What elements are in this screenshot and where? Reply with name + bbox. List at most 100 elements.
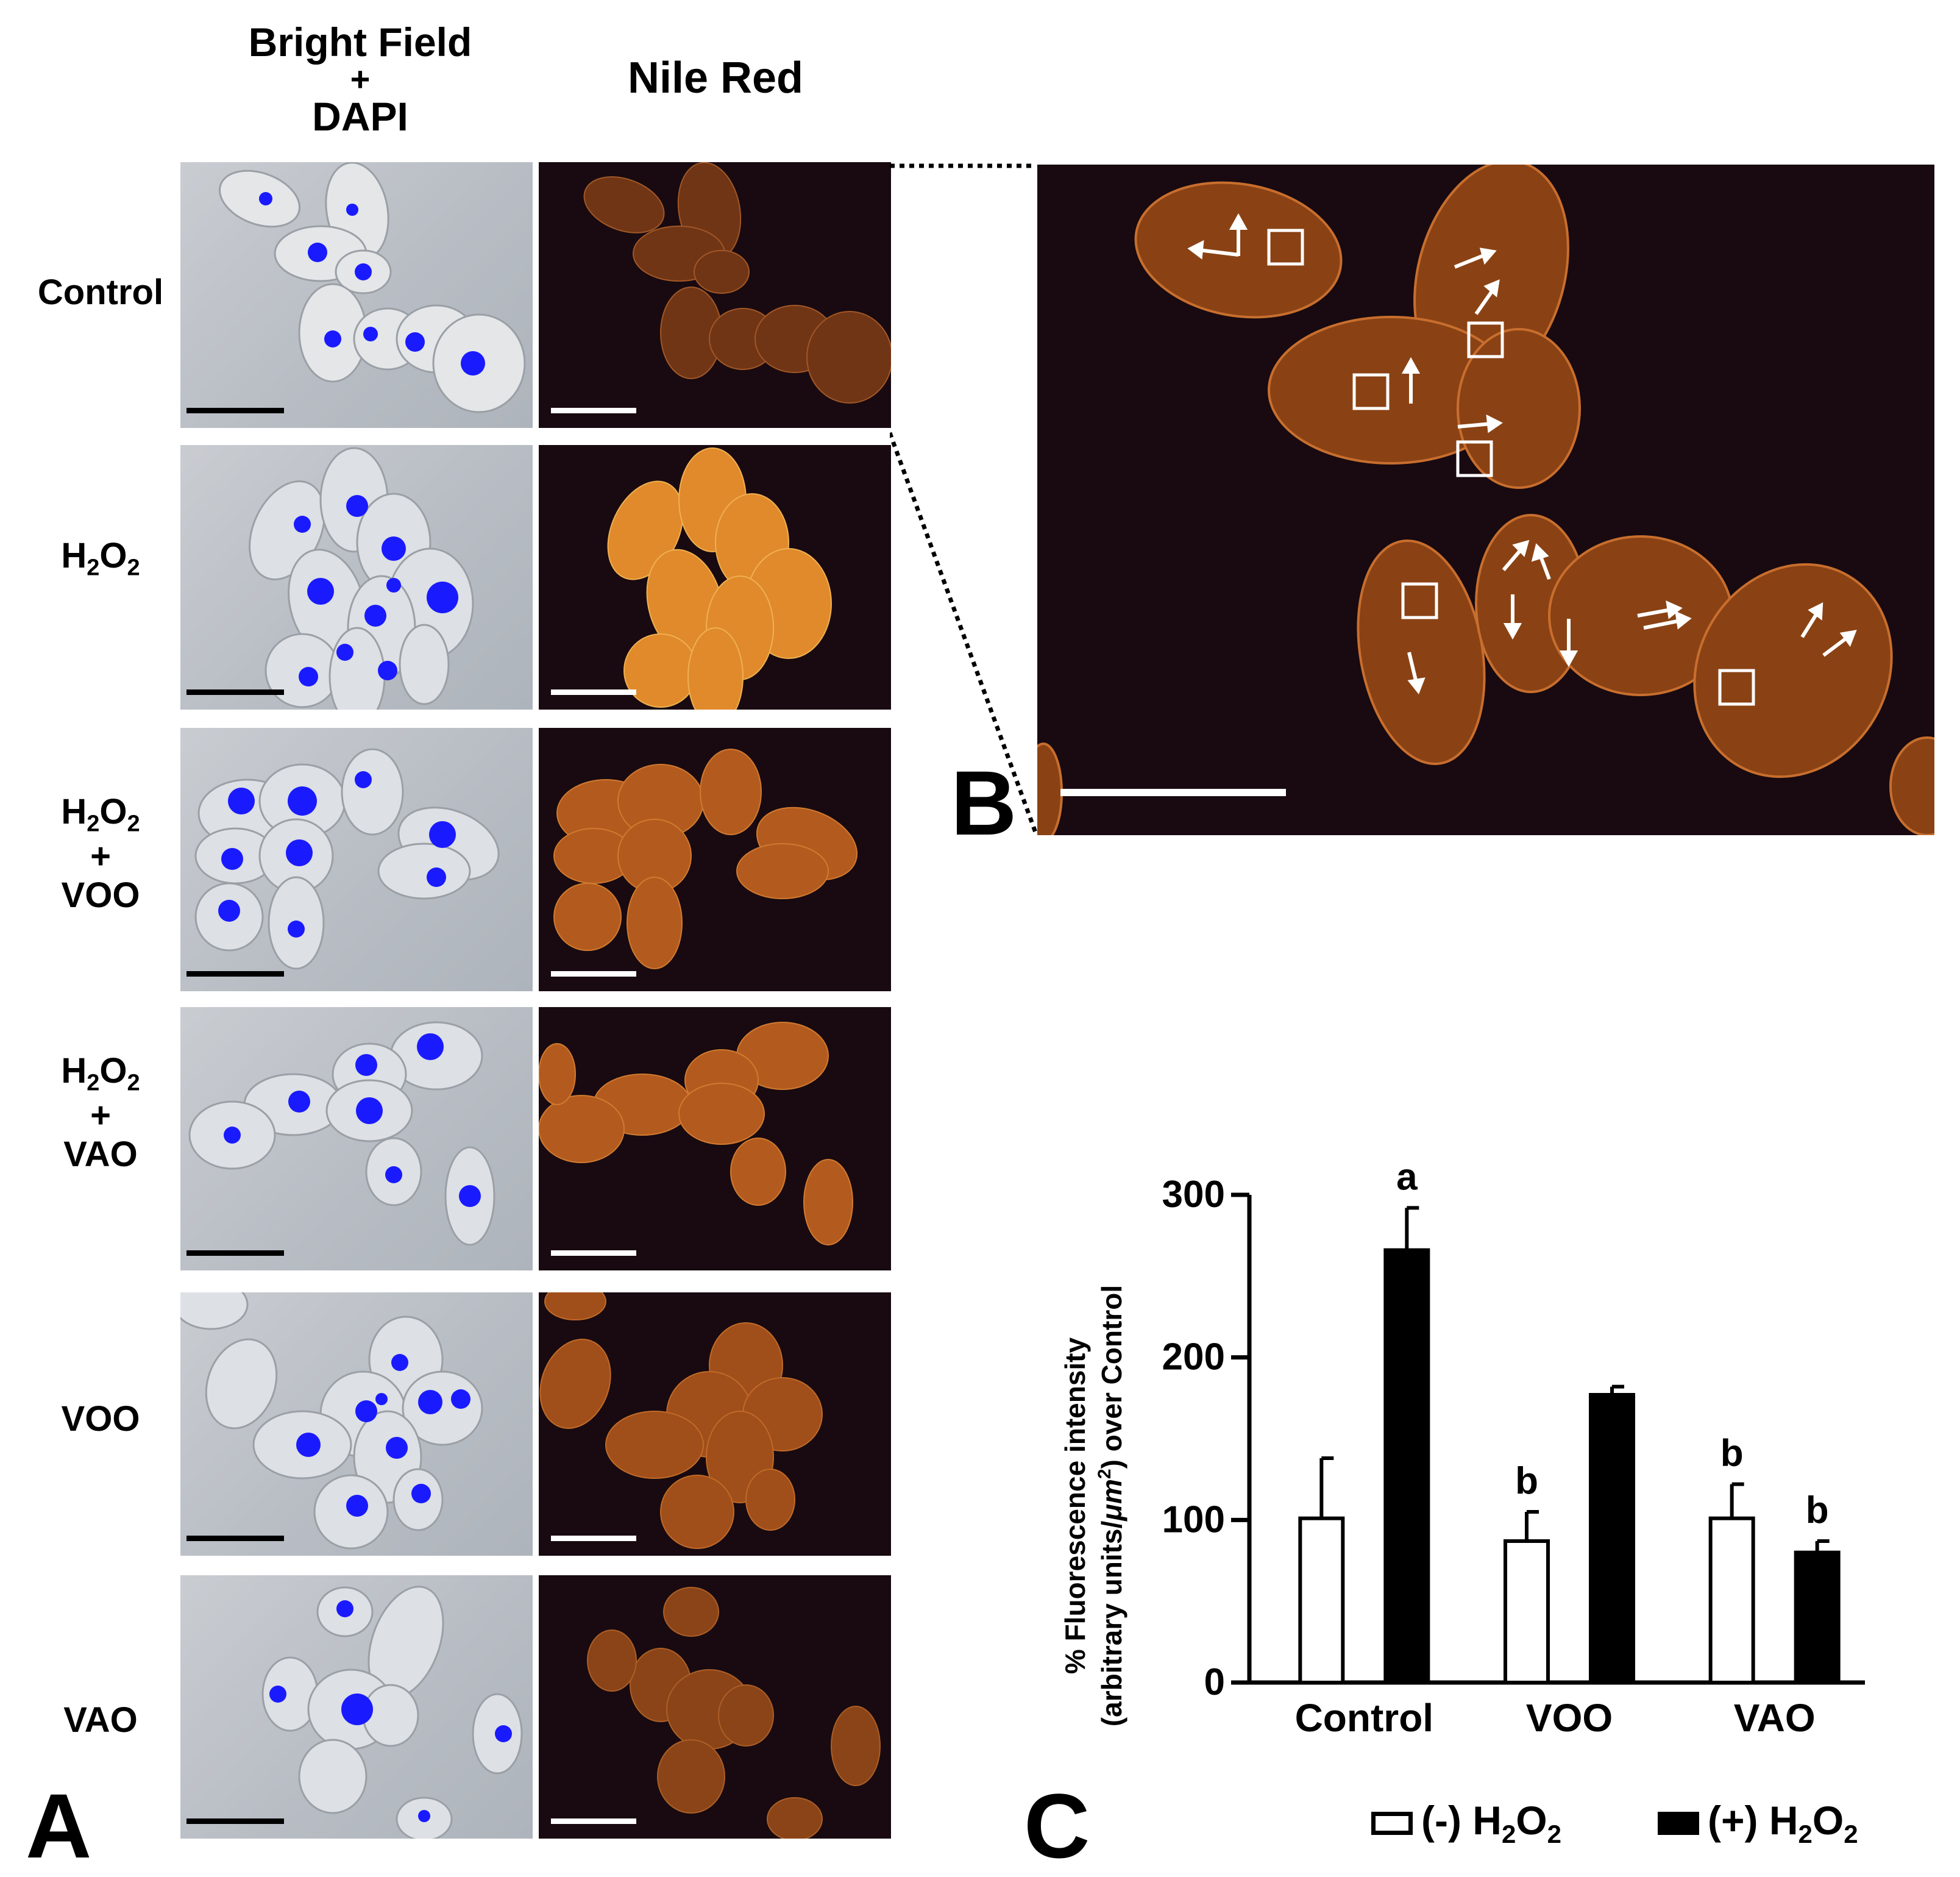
bar xyxy=(1708,1516,1755,1685)
subscript: 2 xyxy=(87,811,100,837)
row-label-h2o2: H2O2 xyxy=(12,536,189,581)
y-axis-label-line2-pre: (arbitrary units/ xyxy=(1096,1521,1127,1727)
subscript: 2 xyxy=(87,1070,100,1096)
chart-labels: Control a VOO b VAO b b xyxy=(1295,1156,1829,1740)
x-category-label: Control xyxy=(1295,1696,1434,1740)
scale-bar xyxy=(1060,789,1286,796)
cells-illustration xyxy=(219,162,526,413)
legend-text: (+) H xyxy=(1708,1798,1798,1843)
row-label-text: H xyxy=(61,1051,87,1091)
micrograph-zoom-control xyxy=(1037,165,1934,835)
subscript: 2 xyxy=(127,811,140,837)
y-tick-label: 100 xyxy=(1162,1498,1225,1540)
row-label-control: Control xyxy=(12,273,189,312)
y-axis-label-line1: % Fluorescence intensity xyxy=(1059,1337,1091,1674)
micrograph-nile-red-vao xyxy=(539,1575,891,1839)
row-label-line: + xyxy=(90,1095,111,1136)
subscript: 2 xyxy=(1547,1820,1561,1849)
row-label-line: VAO xyxy=(63,1134,138,1175)
subscript: 2 xyxy=(87,555,100,581)
subscript: 2 xyxy=(1501,1820,1516,1849)
y-tick-label: 200 xyxy=(1162,1336,1225,1378)
y-tick-label: 300 xyxy=(1162,1174,1225,1216)
micrograph-bright-field-voo xyxy=(180,1292,533,1556)
y-axis-label-unit: μm xyxy=(1096,1479,1127,1522)
row-label-line: H2O2 xyxy=(12,1052,189,1096)
y-axis-label-line2-post: ) over Control xyxy=(1096,1285,1127,1469)
bar-chart: % Fluorescence intensity (arbitrary unit… xyxy=(1059,1156,1865,1740)
cells-illustration xyxy=(188,1021,495,1246)
cells-illustration xyxy=(194,748,500,970)
legend-text: (-) H xyxy=(1421,1798,1502,1843)
micrograph-nile-red-h2o2-voo xyxy=(539,728,891,991)
row-label-text: H xyxy=(61,792,87,832)
cells-illustration xyxy=(553,749,858,969)
cells-illustration xyxy=(180,1292,483,1550)
row-label-text: O xyxy=(99,536,127,575)
scale-bar xyxy=(186,971,284,977)
scale-bar xyxy=(551,1818,636,1824)
subscript: 2 xyxy=(127,1070,140,1096)
significance-label: b xyxy=(1806,1489,1829,1531)
row-label-text: VAO xyxy=(63,1700,138,1740)
subscript: 2 xyxy=(1844,1820,1858,1849)
micrograph-nile-red-control xyxy=(539,162,891,428)
legend-label: (+) H2O2 xyxy=(1708,1797,1858,1849)
bar xyxy=(1589,1393,1635,1684)
legend-text: O xyxy=(1812,1798,1844,1843)
scale-bar xyxy=(186,1536,284,1541)
row-label-h2o2-vao: H2O2 + VAO xyxy=(12,1052,189,1174)
legend-text: O xyxy=(1516,1798,1547,1843)
panel-letter-a: A xyxy=(26,1775,92,1877)
subscript: 2 xyxy=(1798,1820,1813,1849)
scale-bar xyxy=(186,1250,284,1256)
panel-letter-c: C xyxy=(1024,1775,1090,1877)
cells-illustration xyxy=(539,1022,853,1245)
micrograph-nile-red-h2o2-vao xyxy=(539,1007,891,1270)
header-line: DAPI xyxy=(312,94,408,139)
chart-axes: 0 100 200 300 xyxy=(1162,1174,1865,1703)
significance-label: b xyxy=(1515,1460,1538,1502)
x-category-label: VOO xyxy=(1526,1696,1613,1740)
column-header-bright-field: Bright Field + DAPI xyxy=(180,22,540,137)
micrograph-bright-field-h2o2-voo xyxy=(180,728,533,991)
scale-bar xyxy=(186,689,284,695)
row-label-line: VOO xyxy=(61,875,140,916)
legend-item-minus-h2o2: (-) H2O2 xyxy=(1371,1797,1561,1849)
y-tick-label: 0 xyxy=(1204,1661,1225,1703)
micrograph-nile-red-voo xyxy=(539,1292,891,1556)
micrograph-nile-red-h2o2 xyxy=(539,445,891,710)
y-axis-label-sup: 2 xyxy=(1095,1469,1115,1479)
bar xyxy=(1504,1539,1550,1684)
legend-label: (-) H2O2 xyxy=(1421,1797,1561,1849)
chart-bars xyxy=(1298,1206,1841,1685)
scale-bar xyxy=(186,1818,284,1824)
svg-text:(arbitrary units/μm2) over Con: (arbitrary units/μm2) over Control xyxy=(1095,1285,1127,1726)
row-label-line: + xyxy=(90,836,111,877)
bar xyxy=(1383,1248,1430,1684)
cells-illustration xyxy=(587,1587,881,1839)
legend-swatch-white xyxy=(1371,1811,1413,1835)
cells-illustration xyxy=(1037,165,1934,835)
svg-text:% Fluorescence intensity: % Fluorescence intensity xyxy=(1059,1337,1091,1674)
micrograph-bright-field-h2o2-vao xyxy=(180,1007,533,1270)
significance-label: a xyxy=(1396,1156,1418,1198)
cells-illustration xyxy=(583,162,891,404)
x-category-label: VAO xyxy=(1734,1696,1816,1740)
legend-item-plus-h2o2: (+) H2O2 xyxy=(1658,1797,1858,1849)
zoom-connector-lines xyxy=(890,163,1039,835)
row-label-voo: VOO xyxy=(12,1400,189,1439)
row-label-vao: VAO xyxy=(12,1701,189,1740)
cells-illustration xyxy=(261,1586,523,1839)
header-line: + xyxy=(350,60,371,98)
subscript: 2 xyxy=(127,555,140,581)
row-label-text: Control xyxy=(37,272,164,312)
column-header-nile-red: Nile Red xyxy=(627,54,804,102)
row-label-text: O xyxy=(99,1051,127,1091)
row-label-text: H xyxy=(61,536,87,575)
scale-bar xyxy=(551,1250,636,1256)
row-label-text: O xyxy=(99,792,127,832)
row-label-text: VOO xyxy=(61,1399,140,1439)
chart-legend: (-) H2O2 (+) H2O2 xyxy=(1371,1791,1883,1852)
panel-letter-b: B xyxy=(951,752,1017,854)
